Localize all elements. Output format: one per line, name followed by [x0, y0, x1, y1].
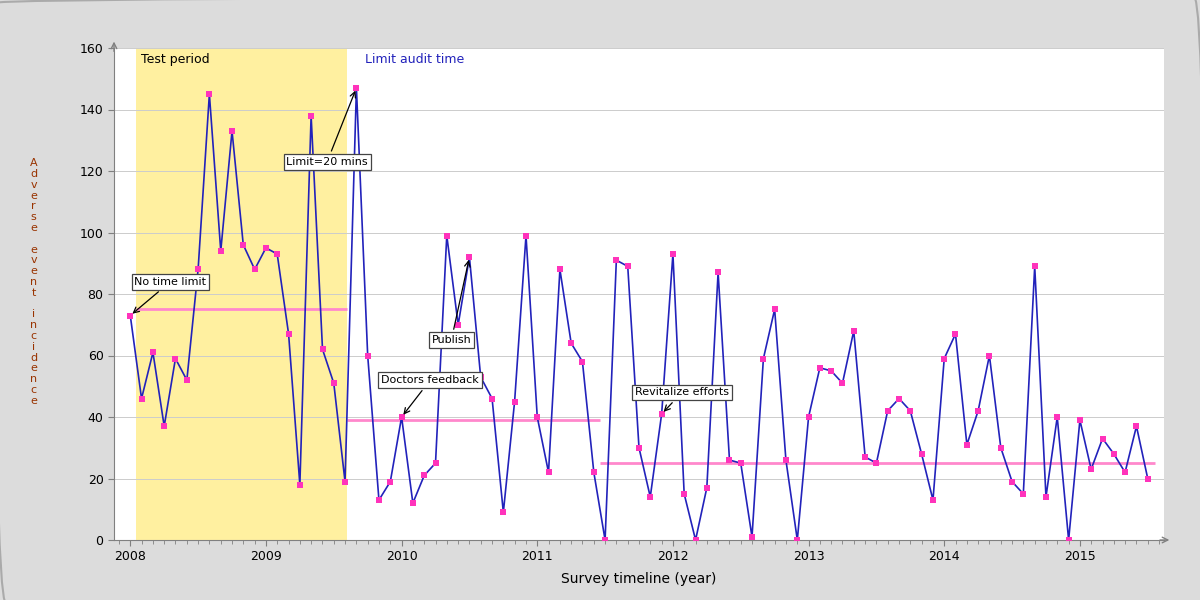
- Text: Doctors feedback: Doctors feedback: [382, 375, 479, 414]
- Text: Publish: Publish: [432, 261, 472, 345]
- Text: Test period: Test period: [142, 53, 210, 67]
- X-axis label: Survey timeline (year): Survey timeline (year): [562, 572, 716, 586]
- Bar: [136, 48, 347, 540]
- Text: Limit=20 mins: Limit=20 mins: [287, 92, 368, 167]
- Text: No time limit: No time limit: [133, 277, 206, 313]
- Text: Limit audit time: Limit audit time: [365, 53, 464, 67]
- Text: Revitalize efforts: Revitalize efforts: [635, 388, 728, 411]
- Text: A
d
v
e
r
s
e
 
e
v
e
n
t
 
i
n
c
i
d
e
n
c
e: A d v e r s e e v e n t i n c i d e n c …: [30, 158, 37, 406]
